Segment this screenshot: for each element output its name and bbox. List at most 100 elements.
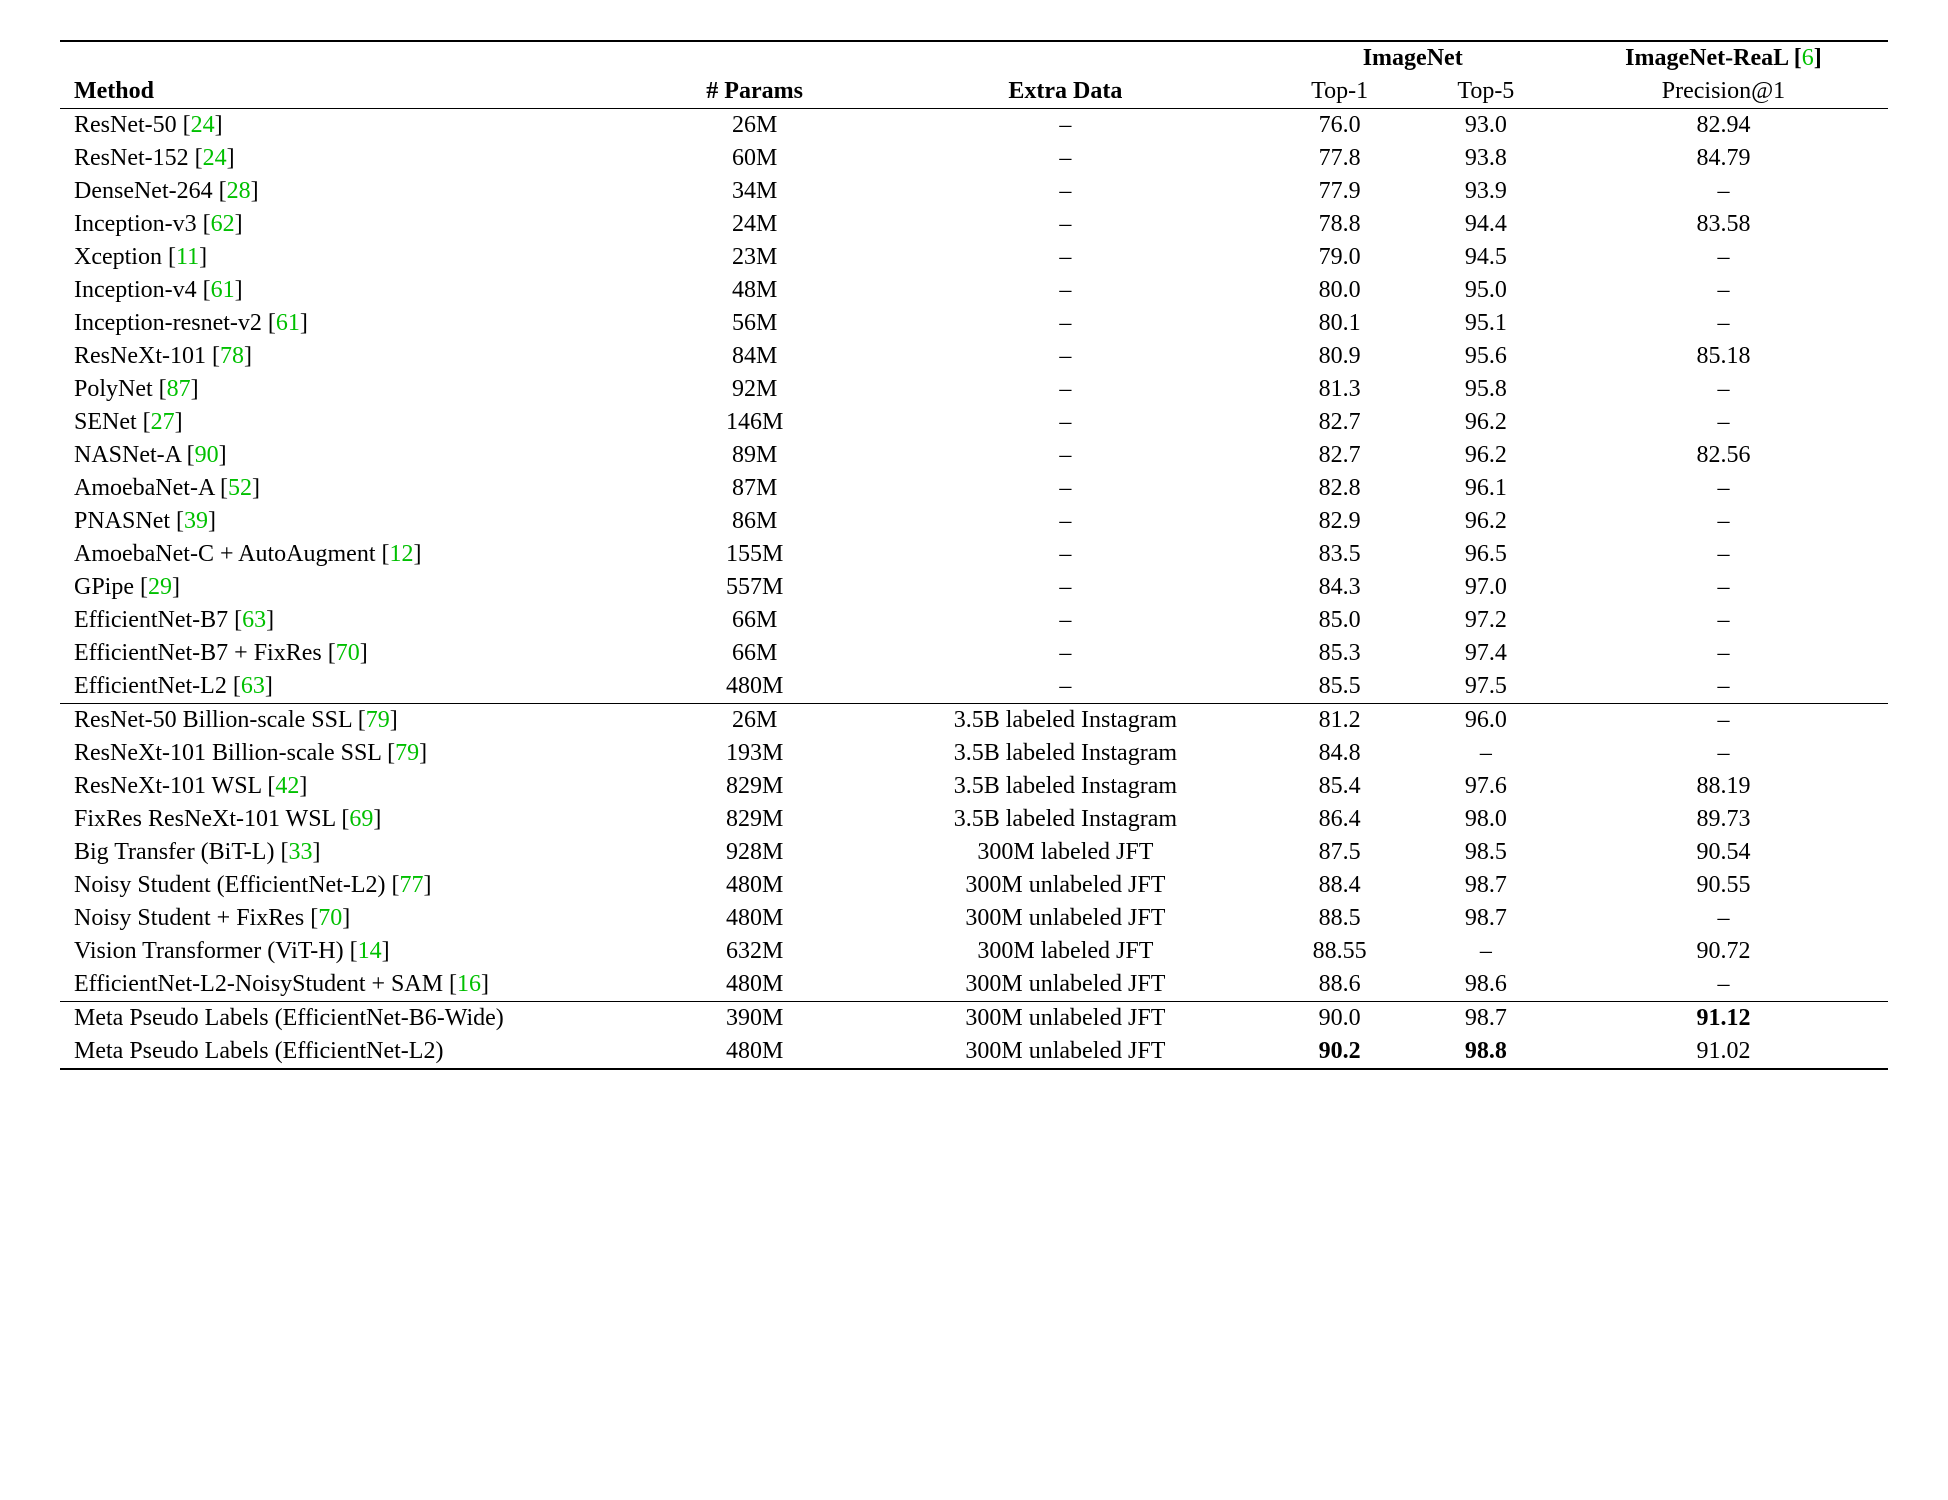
method-name: ResNet-50 (74, 112, 177, 138)
top5-cell: 95.8 (1413, 373, 1559, 406)
cite-link[interactable]: 78 (220, 343, 244, 369)
cite-link[interactable]: 14 (358, 938, 382, 964)
cite-link[interactable]: 6 (1802, 45, 1814, 71)
extra-cell: – (864, 670, 1266, 704)
precision-cell: – (1559, 175, 1888, 208)
top5-cell: 98.0 (1413, 803, 1559, 836)
top1-cell: 81.3 (1266, 373, 1412, 406)
cite-link[interactable]: 42 (275, 773, 299, 799)
precision-cell: – (1559, 307, 1888, 340)
cite-link[interactable]: 12 (390, 541, 414, 567)
top1-cell: 81.2 (1266, 704, 1412, 738)
cite-link[interactable]: 77 (399, 872, 423, 898)
top1-cell: 82.8 (1266, 472, 1412, 505)
method-name: EfficientNet-B7 (74, 607, 228, 633)
top1-cell: 84.8 (1266, 737, 1412, 770)
precision-cell: – (1559, 604, 1888, 637)
top5-cell: 98.7 (1413, 869, 1559, 902)
top5-cell: 96.0 (1413, 704, 1559, 738)
precision-cell: 91.02 (1559, 1035, 1888, 1069)
table-row: ResNet-50 Billion-scale SSL [79]26M3.5B … (60, 704, 1888, 738)
method-cell: ResNeXt-101 [78] (60, 340, 645, 373)
col-top1: Top-1 (1266, 75, 1412, 109)
top5-cell: 95.6 (1413, 340, 1559, 373)
top5-cell: 97.5 (1413, 670, 1559, 704)
method-name: ResNeXt-101 WSL (74, 773, 261, 799)
method-name: EfficientNet-B7 + FixRes (74, 640, 322, 666)
params-cell: 87M (645, 472, 864, 505)
cite-link[interactable]: 62 (211, 211, 235, 237)
cite-link[interactable]: 87 (167, 376, 191, 402)
precision-cell: – (1559, 670, 1888, 704)
precision-cell: – (1559, 902, 1888, 935)
cite-link[interactable]: 70 (336, 640, 360, 666)
cite-link[interactable]: 52 (228, 475, 252, 501)
extra-cell: – (864, 175, 1266, 208)
cite-link[interactable]: 39 (184, 508, 208, 534)
cite-link[interactable]: 79 (395, 740, 419, 766)
method-name: EfficientNet-L2-NoisyStudent + SAM (74, 971, 443, 997)
method-cell: Big Transfer (BiT-L) [33] (60, 836, 645, 869)
table-row: GPipe [29]557M–84.397.0– (60, 571, 1888, 604)
cite-link[interactable]: 27 (151, 409, 175, 435)
top1-cell: 83.5 (1266, 538, 1412, 571)
table-row: Vision Transformer (ViT-H) [14]632M300M … (60, 935, 1888, 968)
top5-cell: 98.6 (1413, 968, 1559, 1002)
top5-cell: 94.4 (1413, 208, 1559, 241)
method-name: Inception-v3 (74, 211, 197, 237)
cite-link[interactable]: 33 (288, 839, 312, 865)
table-row: Big Transfer (BiT-L) [33]928M300M labele… (60, 836, 1888, 869)
method-cell: Noisy Student (EfficientNet-L2) [77] (60, 869, 645, 902)
extra-cell: – (864, 505, 1266, 538)
precision-cell: 83.58 (1559, 208, 1888, 241)
cite-link[interactable]: 16 (457, 971, 481, 997)
cite-link[interactable]: 24 (191, 112, 215, 138)
cite-link[interactable]: 11 (176, 244, 199, 270)
cite-link[interactable]: 63 (241, 673, 265, 699)
cite-link[interactable]: 61 (276, 310, 300, 336)
table-row: FixRes ResNeXt-101 WSL [69]829M3.5B labe… (60, 803, 1888, 836)
table-row: DenseNet-264 [28]34M–77.993.9– (60, 175, 1888, 208)
cite-link[interactable]: 70 (318, 905, 342, 931)
method-cell: AmoebaNet-A [52] (60, 472, 645, 505)
precision-cell: – (1559, 274, 1888, 307)
col-precision: Precision@1 (1559, 75, 1888, 109)
cite-link[interactable]: 90 (195, 442, 219, 468)
method-cell: Meta Pseudo Labels (EfficientNet-B6-Wide… (60, 1002, 645, 1036)
table-row: Inception-resnet-v2 [61]56M–80.195.1– (60, 307, 1888, 340)
top1-cell: 90.0 (1266, 1002, 1412, 1036)
precision-cell: – (1559, 538, 1888, 571)
params-cell: 480M (645, 1035, 864, 1069)
cite-link[interactable]: 63 (242, 607, 266, 633)
precision-cell: – (1559, 571, 1888, 604)
precision-cell: – (1559, 406, 1888, 439)
precision-cell: – (1559, 505, 1888, 538)
method-cell: ResNet-50 [24] (60, 109, 645, 143)
params-cell: 390M (645, 1002, 864, 1036)
top1-cell: 85.5 (1266, 670, 1412, 704)
top1-cell: 88.5 (1266, 902, 1412, 935)
method-name: PNASNet (74, 508, 170, 534)
table-row: EfficientNet-L2-NoisyStudent + SAM [16]4… (60, 968, 1888, 1002)
imagenet-real-label: ImageNet-ReaL (1625, 45, 1788, 71)
cite-link[interactable]: 79 (366, 707, 390, 733)
cite-link[interactable]: 28 (227, 178, 251, 204)
top1-cell: 90.2 (1266, 1035, 1412, 1069)
params-cell: 89M (645, 439, 864, 472)
extra-cell: 300M unlabeled JFT (864, 1002, 1266, 1036)
top1-cell: 82.7 (1266, 439, 1412, 472)
cite-link[interactable]: 61 (211, 277, 235, 303)
top1-cell: 88.4 (1266, 869, 1412, 902)
method-cell: EfficientNet-L2-NoisyStudent + SAM [16] (60, 968, 645, 1002)
table-row: EfficientNet-B7 + FixRes [70]66M–85.397.… (60, 637, 1888, 670)
top1-cell: 85.4 (1266, 770, 1412, 803)
extra-cell: – (864, 142, 1266, 175)
precision-cell: – (1559, 968, 1888, 1002)
top5-cell: 98.5 (1413, 836, 1559, 869)
cite-link[interactable]: 24 (203, 145, 227, 171)
cite-link[interactable]: 29 (148, 574, 172, 600)
params-cell: 60M (645, 142, 864, 175)
method-name: Inception-v4 (74, 277, 197, 303)
cite-link[interactable]: 69 (349, 806, 373, 832)
table-row: Inception-v4 [61]48M–80.095.0– (60, 274, 1888, 307)
